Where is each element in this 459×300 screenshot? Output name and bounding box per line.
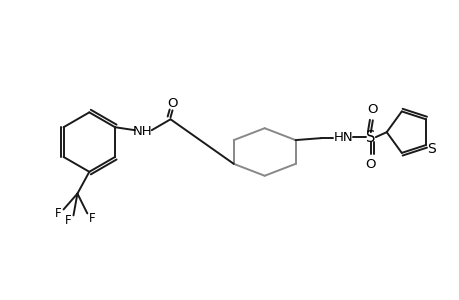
Text: O: O — [167, 97, 177, 110]
Text: NH: NH — [133, 125, 152, 138]
Text: F: F — [55, 207, 62, 220]
Text: S: S — [365, 130, 375, 145]
Text: F: F — [65, 214, 72, 227]
Text: S: S — [426, 142, 435, 156]
Text: HN: HN — [333, 130, 352, 144]
Text: O: O — [365, 158, 375, 171]
Text: O: O — [367, 103, 377, 116]
Text: F: F — [89, 212, 95, 225]
